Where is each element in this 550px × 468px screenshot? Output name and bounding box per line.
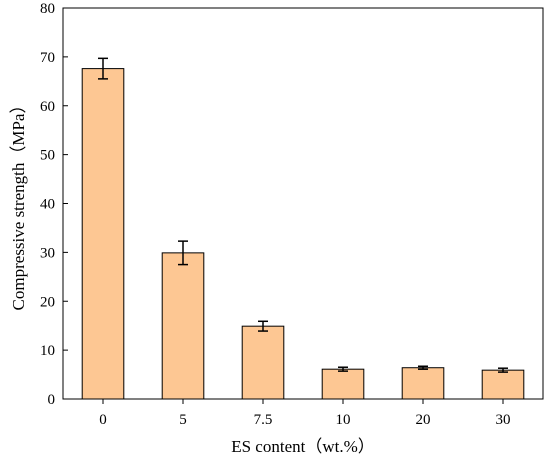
y-tick-label: 70 (40, 50, 55, 66)
y-tick-label: 80 (40, 1, 55, 17)
bars-group (81, 68, 525, 400)
bar-0 (81, 68, 125, 400)
y-tick-label: 60 (40, 99, 55, 115)
x-tick-label: 5 (179, 412, 187, 428)
error-bars-group (98, 57, 508, 373)
x-tick-label: 0 (99, 412, 107, 428)
y-tick-label: 20 (40, 294, 55, 310)
y-axis-title: Compressive strength（MPa） (9, 97, 28, 311)
bar-20 (401, 367, 445, 400)
y-tick-label: 30 (40, 245, 55, 261)
plot-frame (62, 7, 544, 400)
y-tick-label: 40 (40, 197, 55, 213)
x-tick-label: 7.5 (254, 412, 273, 428)
x-tick-label: 20 (416, 412, 431, 428)
y-tick-label: 50 (40, 148, 55, 164)
x-tick-label: 10 (336, 412, 351, 428)
x-tick-label: 30 (496, 412, 511, 428)
bar-5 (161, 252, 205, 400)
y-axis-ticks: 0 10 20 30 40 50 60 70 80 (40, 1, 68, 408)
x-axis-ticks: 0 5 7.5 10 20 30 (99, 399, 511, 428)
bar-10 (321, 368, 365, 400)
bar-7.5 (241, 325, 285, 400)
x-axis-title: ES content（wt.%） (231, 437, 375, 456)
y-tick-label: 0 (48, 392, 56, 408)
bar-30 (481, 369, 525, 400)
y-tick-label: 10 (40, 343, 55, 359)
